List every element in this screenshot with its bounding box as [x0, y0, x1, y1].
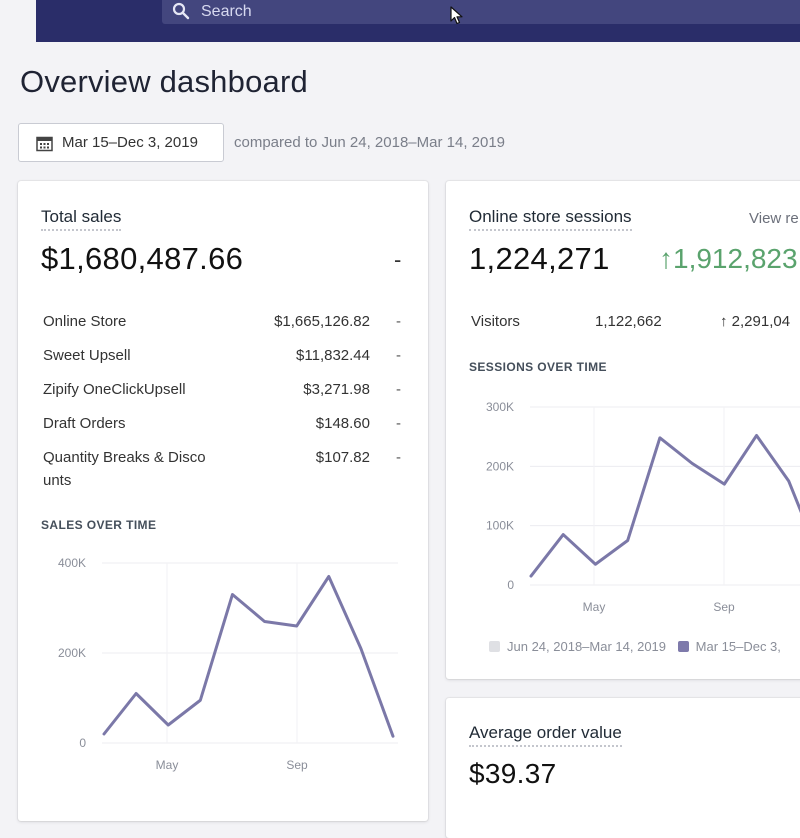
sessions-title[interactable]: Online store sessions: [469, 207, 632, 231]
top-bar-background: Search: [36, 0, 800, 42]
y-tick-label: 400K: [58, 556, 86, 570]
sales-row-label: Sweet Upsell: [43, 347, 131, 364]
sales-row-value: $148.60: [315, 415, 370, 432]
y-tick-label: 0: [507, 578, 514, 592]
sales-row-change: -: [396, 449, 401, 466]
search-input[interactable]: Search: [201, 3, 252, 20]
series-line[interactable]: [102, 575, 395, 738]
chart-legend: Jun 24, 2018–Mar 14, 2019 Mar 15–Dec 3,: [489, 639, 781, 654]
sales-row-change: -: [396, 347, 401, 364]
x-tick-label: May: [583, 600, 606, 614]
view-report-link[interactable]: View re: [749, 210, 799, 227]
visitors-growth: ↑ 2,291,04: [720, 313, 791, 330]
total-sales-card: Total sales $1,680,487.66 - Online Store…: [18, 181, 428, 821]
y-tick-label: 100K: [486, 519, 514, 533]
legend-swatch-current: [677, 641, 689, 652]
legend-label-previous: Jun 24, 2018–Mar 14, 2019: [507, 639, 667, 654]
series-line[interactable]: [529, 433, 800, 578]
aov-title[interactable]: Average order value: [469, 723, 622, 747]
calendar-icon: [36, 136, 53, 152]
total-sales-change: -: [394, 247, 402, 272]
sales-row-label: Online Store: [43, 313, 127, 330]
date-range-label: Mar 15–Dec 3, 2019: [62, 134, 198, 151]
sales-row-label-continued: unts: [43, 472, 72, 489]
sessions-over-time-chart: 300K 200K 100K 0 May Sep: [486, 400, 800, 614]
sales-row-change: -: [396, 415, 401, 432]
sales-row-value: $1,665,126.82: [274, 313, 370, 330]
search-icon: [172, 2, 190, 20]
average-order-value-card: Average order value $39.37: [446, 698, 800, 838]
aov-value: $39.37: [469, 758, 557, 789]
legend-swatch-previous: [489, 641, 500, 652]
sales-row-label: Quantity Breaks & Disco: [43, 449, 206, 466]
sales-row-change: -: [396, 381, 401, 398]
sessions-growth: ↑1,912,823: [659, 243, 798, 274]
y-tick-label: 200K: [486, 459, 514, 473]
visitors-label: Visitors: [471, 313, 520, 330]
mouse-cursor-icon: [450, 6, 463, 25]
sessions-chart-title: SESSIONS OVER TIME: [469, 360, 607, 374]
date-range-button[interactable]: Mar 15–Dec 3, 2019: [18, 123, 224, 162]
total-sales-title[interactable]: Total sales: [41, 207, 122, 231]
x-tick-label: Sep: [286, 758, 308, 772]
sales-chart-title: SALES OVER TIME: [41, 518, 157, 532]
sales-row-label: Zipify OneClickUpsell: [43, 381, 186, 398]
legend-item-current[interactable]: Mar 15–Dec 3,: [677, 639, 781, 654]
online-store-sessions-card: Online store sessions View re 1,224,271 …: [446, 181, 800, 679]
legend-label-current: Mar 15–Dec 3,: [695, 639, 781, 654]
comparison-text: compared to Jun 24, 2018–Mar 14, 2019: [234, 134, 506, 151]
x-tick-label: May: [156, 758, 179, 772]
y-tick-label: 200K: [58, 646, 86, 660]
sales-row-change: -: [396, 313, 401, 330]
page-title: Overview dashboard: [20, 64, 308, 99]
sessions-value: 1,224,271: [469, 241, 610, 276]
total-sales-value: $1,680,487.66: [41, 241, 244, 276]
sales-row-value: $11,832.44: [296, 347, 370, 364]
sales-over-time-chart: 400K 200K 0 May Sep: [58, 556, 398, 772]
visitors-value: 1,122,662: [595, 313, 662, 330]
y-tick-label: 0: [79, 736, 86, 750]
sales-row-value: $107.82: [315, 449, 370, 466]
top-bar: Search: [0, 0, 800, 42]
legend-item-previous[interactable]: Jun 24, 2018–Mar 14, 2019: [489, 639, 666, 654]
sales-row-label: Draft Orders: [43, 415, 126, 432]
search-bar[interactable]: Search: [162, 0, 800, 24]
x-tick-label: Sep: [713, 600, 735, 614]
y-tick-label: 300K: [486, 400, 514, 414]
sales-row-value: $3,271.98: [303, 381, 370, 398]
